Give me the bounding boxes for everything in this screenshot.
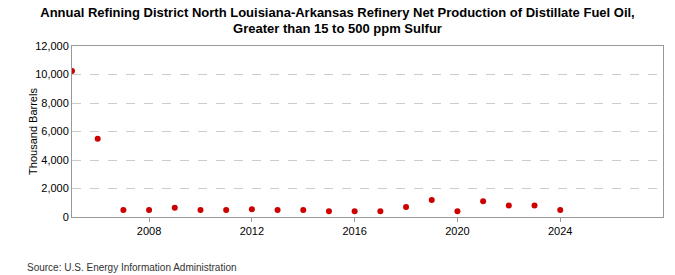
svg-text:8,000: 8,000 xyxy=(41,97,69,109)
svg-text:12,000: 12,000 xyxy=(35,40,69,52)
svg-text:Annual Refining District North: Annual Refining District North Louisiana… xyxy=(40,5,634,37)
svg-text:Thousand Barrels: Thousand Barrels xyxy=(27,88,39,175)
svg-text:2016: 2016 xyxy=(342,225,366,237)
svg-text:2012: 2012 xyxy=(240,225,264,237)
svg-text:2024: 2024 xyxy=(548,225,572,237)
svg-text:4,000: 4,000 xyxy=(41,154,69,166)
svg-text:10,000: 10,000 xyxy=(35,68,69,80)
svg-text:2008: 2008 xyxy=(137,225,161,237)
svg-text:2020: 2020 xyxy=(445,225,469,237)
svg-text:2,000: 2,000 xyxy=(41,182,69,194)
svg-text:6,000: 6,000 xyxy=(41,125,69,137)
svg-text:Source: U.S. Energy Informatio: Source: U.S. Energy Information Administ… xyxy=(27,262,237,273)
svg-text:0: 0 xyxy=(63,211,69,223)
